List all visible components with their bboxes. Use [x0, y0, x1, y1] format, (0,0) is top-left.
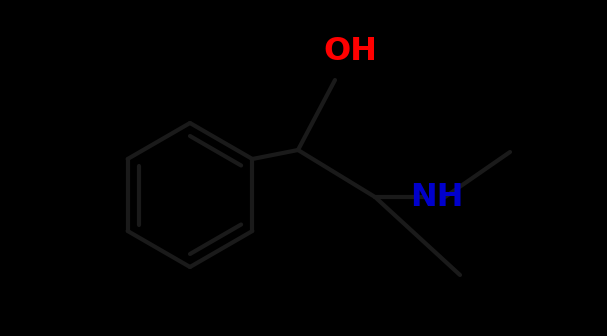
Text: NH: NH [410, 181, 464, 212]
Text: OH: OH [323, 37, 377, 68]
